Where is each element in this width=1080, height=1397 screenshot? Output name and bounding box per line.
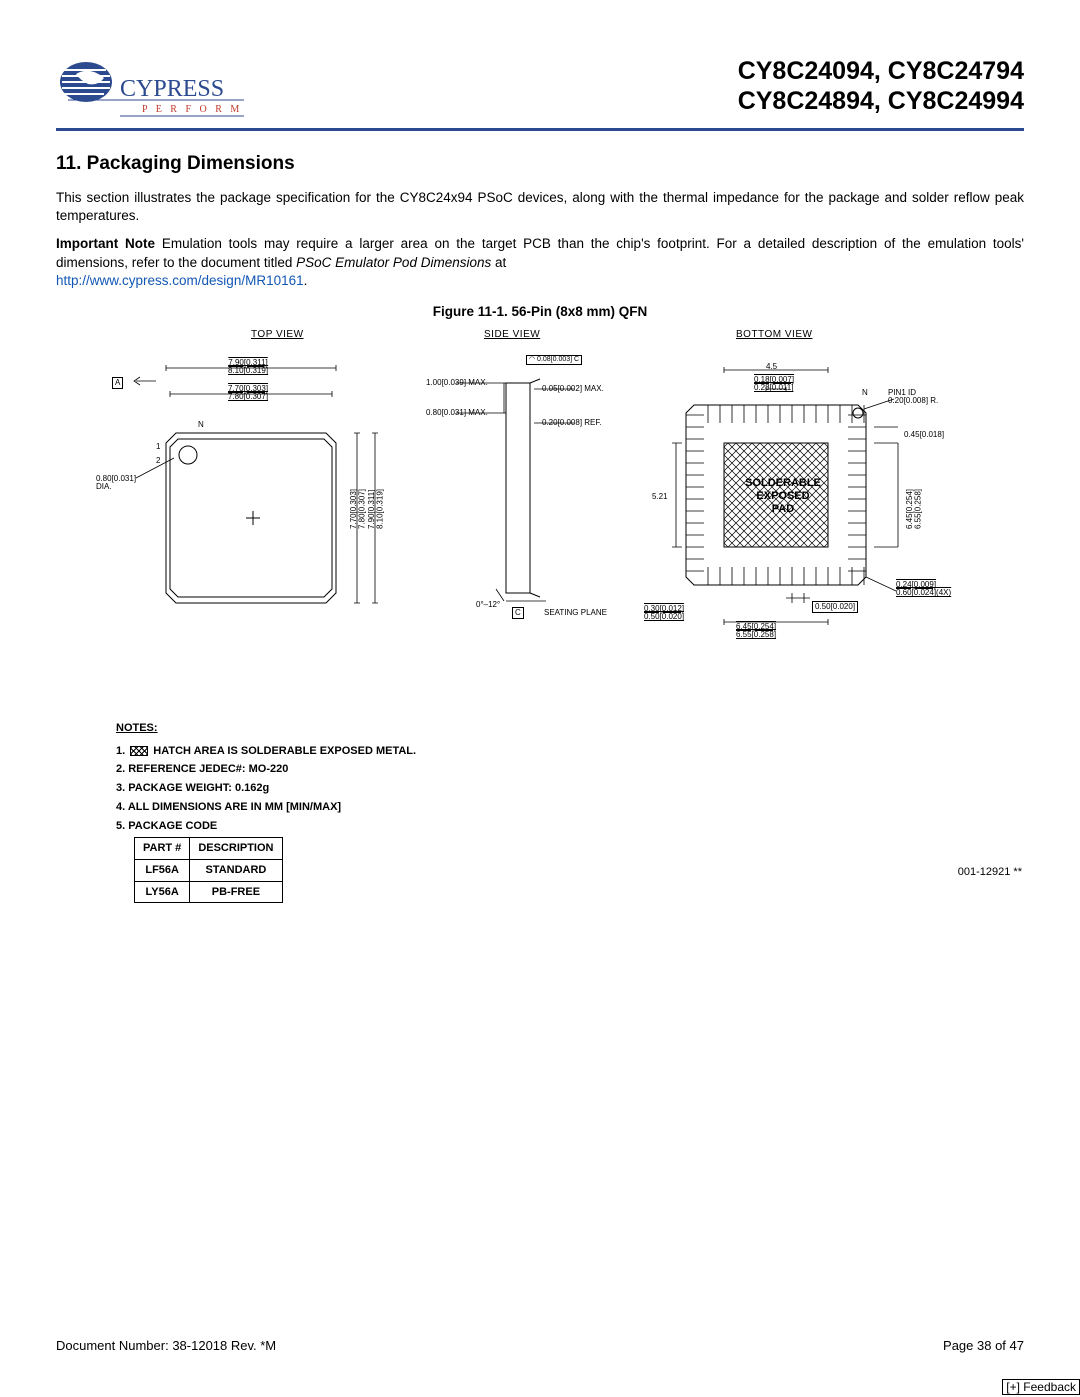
seating-plane: SEATING PLANE: [544, 609, 607, 617]
btm-right1: 0.45[0.018]: [904, 431, 944, 439]
bottom-view-label: BOTTOM VIEW: [736, 329, 812, 340]
intro-para-1: This section illustrates the package spe…: [56, 189, 1024, 225]
side-h1: 1.00[0.039] MAX.: [426, 379, 488, 387]
page-header: CYPRESS P E R F O R M CY8C24094, CY8C247…: [56, 56, 1024, 124]
top-dim-dia: 0.80[0.031] DIA.: [96, 475, 136, 492]
table-row: PART #DESCRIPTION: [135, 838, 283, 860]
part-numbers: CY8C24094, CY8C24794 CY8C24894, CY8C2499…: [738, 56, 1024, 116]
period: .: [304, 273, 308, 288]
datum-a: A: [112, 377, 123, 389]
btm-top-sub: 0.18[0.007] 0.28[0.011]: [754, 376, 794, 393]
logo: CYPRESS P E R F O R M: [56, 56, 246, 124]
btm-right2: 6.45[0.254] 6.55[0.258]: [906, 489, 923, 529]
btm-left1: 5.21: [652, 493, 668, 501]
side-r2: 0.20[0.008] REF.: [542, 419, 602, 427]
side-h2: 0.80[0.031] MAX.: [426, 409, 488, 417]
top-pin1: 1: [156, 443, 160, 451]
side-angle: 0°–12°: [476, 601, 500, 609]
emulator-pod-link[interactable]: http://www.cypress.com/design/MR10161: [56, 273, 304, 288]
note-4: 4. ALL DIMENSIONS ARE IN MM [MIN/MAX]: [116, 798, 1024, 817]
important-note-label: Important Note: [56, 236, 155, 251]
top-view-label: TOP VIEW: [251, 329, 304, 340]
side-r1: 0.05[0.002] MAX.: [542, 385, 604, 393]
side-gdtol: ◠ 0.08[0.003] C: [526, 355, 582, 365]
cypress-logo-icon: CYPRESS P E R F O R M: [56, 56, 246, 124]
drawing-number: 001-12921 **: [958, 866, 1022, 878]
btm-bottom-dim: 6.45[0.254] 6.55[0.258]: [736, 623, 776, 640]
svg-text:CYPRESS: CYPRESS: [120, 76, 224, 102]
parts-line-2: CY8C24894, CY8C24994: [738, 86, 1024, 116]
para2-text-2: at: [491, 255, 506, 270]
feedback-button[interactable]: [+] Feedback: [1002, 1379, 1080, 1395]
btm-n: N: [862, 389, 868, 397]
side-view-label: SIDE VIEW: [484, 329, 540, 340]
notes-title: NOTES:: [116, 719, 1024, 738]
top-dim-h1: 7.70[0.303] 7.80[0.307]: [350, 489, 367, 529]
figure-caption: Figure 11-1. 56-Pin (8x8 mm) QFN: [56, 304, 1024, 319]
note-1: 1. HATCH AREA IS SOLDERABLE EXPOSED META…: [116, 742, 1024, 761]
pad-label: SOLDERABLE EXPOSED PAD: [740, 477, 826, 517]
svg-text:P E R F O R M: P E R F O R M: [142, 104, 242, 115]
table-row: LF56ASTANDARD: [135, 859, 283, 881]
para2-text-1: Emulation tools may require a larger are…: [56, 236, 1024, 269]
top-dim-w1: 7.90[0.311] 8.10[0.319]: [228, 359, 268, 376]
doc-title-italic: PSoC Emulator Pod Dimensions: [296, 255, 491, 270]
page: CYPRESS P E R F O R M CY8C24094, CY8C247…: [0, 0, 1080, 1397]
package-code-table: PART #DESCRIPTION LF56ASTANDARD LY56APB-…: [134, 837, 283, 903]
table-row: LY56APB-FREE: [135, 881, 283, 903]
notes: NOTES: 1. HATCH AREA IS SOLDERABLE EXPOS…: [116, 719, 1024, 903]
doc-number: Document Number: 38-12018 Rev. *M: [56, 1338, 276, 1353]
note-5: 5. PACKAGE CODE: [116, 817, 1024, 836]
package-drawing: TOP VIEW A 7.90: [96, 329, 956, 689]
btm-pitch: 0.50[0.020]: [812, 601, 858, 613]
datum-c: C: [512, 607, 524, 619]
btm-br1: 0.24[0.009] 0.60[0.024](4X): [896, 581, 951, 598]
note-2: 2. REFERENCE JEDEC#: MO-220: [116, 760, 1024, 779]
top-pin2: 2: [156, 457, 160, 465]
top-dim-h2: 7.90[0.311] 8.10[0.319]: [368, 489, 385, 529]
header-rule: [56, 128, 1024, 131]
page-number: Page 38 of 47: [943, 1338, 1024, 1353]
btm-top-dim: 4.5: [766, 363, 777, 371]
th-part: PART #: [135, 838, 190, 860]
parts-line-1: CY8C24094, CY8C24794: [738, 56, 1024, 86]
hatch-swatch-icon: [130, 746, 148, 756]
top-dim-w2: 7.70[0.303] 7.80[0.307]: [228, 385, 268, 402]
page-footer: Document Number: 38-12018 Rev. *M Page 3…: [56, 1338, 1024, 1353]
section-heading: 11. Packaging Dimensions: [56, 153, 1024, 175]
th-desc: DESCRIPTION: [190, 838, 282, 860]
top-n: N: [198, 421, 204, 429]
intro-para-2: Important Note Emulation tools may requi…: [56, 235, 1024, 290]
btm-bl1: 0.30[0.012] 0.50[0.020]: [644, 605, 684, 622]
btm-pin1-id: PIN1 ID 0.20[0.008] R.: [888, 389, 938, 406]
note-3: 3. PACKAGE WEIGHT: 0.162g: [116, 779, 1024, 798]
